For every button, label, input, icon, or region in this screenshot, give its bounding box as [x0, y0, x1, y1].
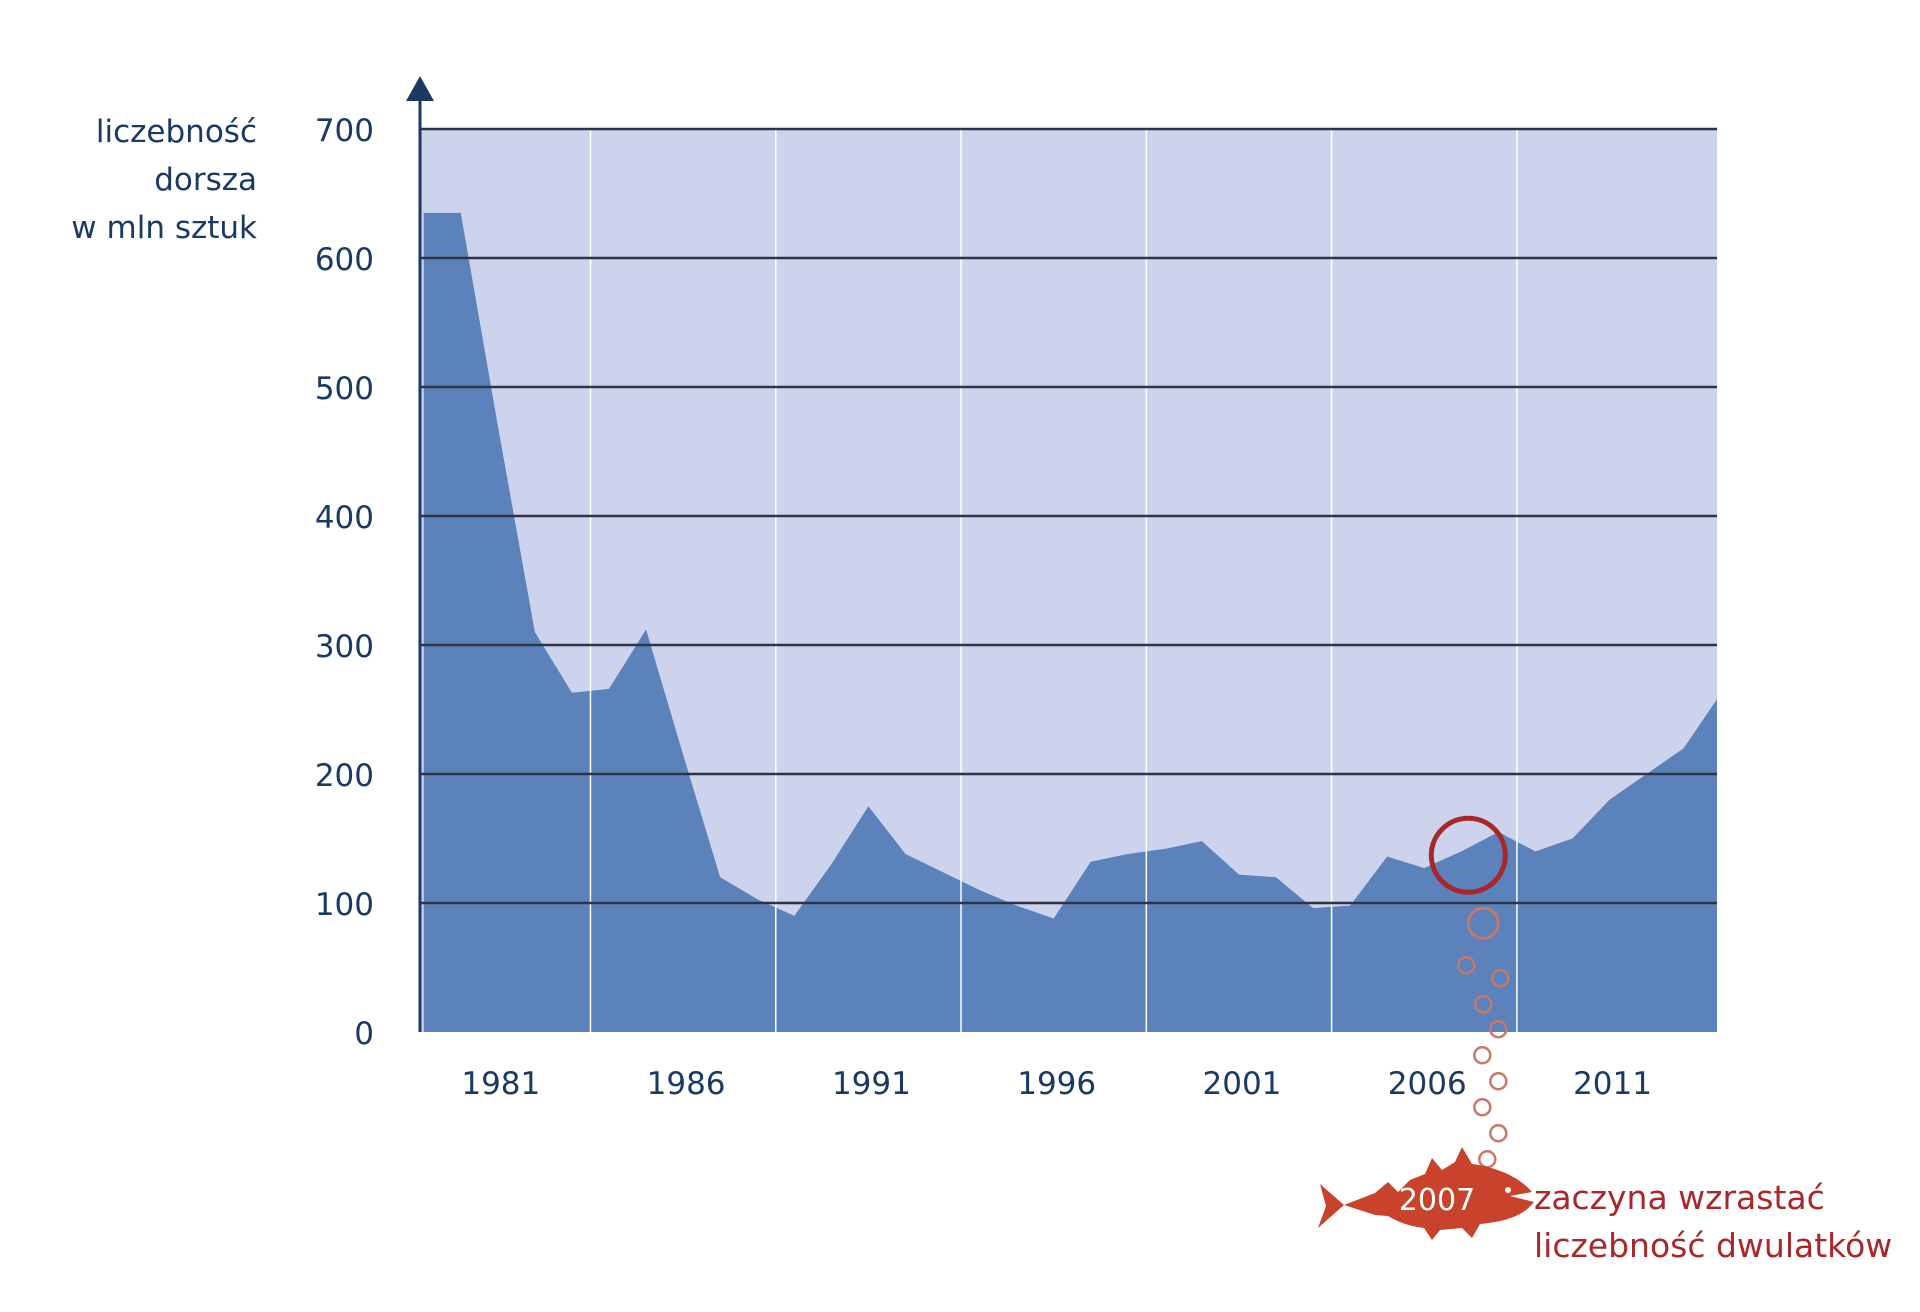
y-tick-label: 100 — [315, 887, 374, 923]
y-axis-label: liczebność — [96, 114, 257, 150]
y-tick-label: 0 — [354, 1016, 374, 1052]
x-tick-label: 1981 — [461, 1066, 540, 1102]
bubble — [1473, 1098, 1492, 1117]
annotation-text: liczebność dwulatków — [1534, 1226, 1892, 1265]
y-tick-label: 700 — [315, 113, 374, 149]
fish-year-label: 2007 — [1399, 1183, 1475, 1218]
bubble — [1474, 995, 1493, 1014]
fish-eye — [1505, 1187, 1511, 1193]
bubble — [1457, 956, 1476, 975]
x-tick-label: 2006 — [1388, 1066, 1467, 1102]
x-tick-label: 1991 — [832, 1066, 911, 1102]
y-axis-label: dorsza — [154, 162, 257, 198]
y-tick-label: 200 — [315, 758, 374, 794]
y-axis-label: w mln sztuk — [71, 210, 257, 246]
highlight-circle — [1428, 815, 1508, 895]
area-series — [423, 212, 1718, 1033]
y-tick-label: 300 — [315, 629, 374, 665]
bubble — [1489, 1124, 1508, 1143]
bubble — [1473, 1046, 1492, 1065]
bubble — [1489, 1020, 1508, 1039]
bubble — [1478, 1150, 1497, 1169]
bubble — [1489, 1072, 1508, 1091]
x-tick-label: 1996 — [1017, 1066, 1096, 1102]
bubble — [1491, 969, 1510, 988]
y-tick-label: 600 — [315, 242, 374, 278]
x-tick-label: 2011 — [1573, 1066, 1652, 1102]
annotation-text: zaczyna wzrastać — [1534, 1178, 1825, 1217]
y-tick-label: 400 — [315, 500, 374, 536]
fish-body — [1318, 1147, 1534, 1240]
x-tick-label: 2001 — [1203, 1066, 1282, 1102]
x-tick-label: 1986 — [647, 1066, 726, 1102]
y-tick-label: 500 — [315, 371, 374, 407]
y-axis-arrow-icon — [406, 76, 434, 101]
fish-icon: 2007 — [1318, 1147, 1534, 1240]
bubble-large — [1466, 906, 1500, 940]
